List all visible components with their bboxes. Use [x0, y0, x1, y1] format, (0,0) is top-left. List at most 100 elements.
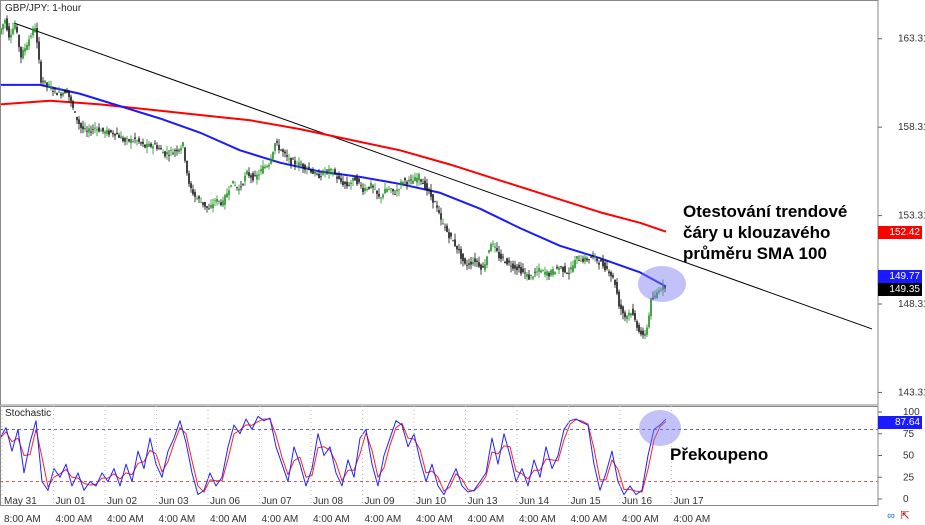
candle-body	[360, 185, 362, 187]
candle-body	[118, 134, 120, 138]
y-tick-label: 163.31	[898, 34, 925, 45]
candle-body	[348, 184, 350, 186]
candle-body	[68, 90, 70, 97]
candle-body	[2, 24, 4, 30]
candle-body	[110, 130, 112, 133]
candle-body	[378, 193, 380, 197]
candle-body	[604, 262, 606, 271]
candle-body	[126, 138, 128, 140]
candle-body	[284, 151, 286, 154]
candle-body	[246, 170, 248, 175]
candle-body	[14, 24, 16, 29]
candle-body	[462, 253, 464, 262]
candle-body	[436, 205, 438, 208]
candle-body	[184, 147, 186, 161]
candle-body	[92, 129, 94, 130]
candle-body	[116, 132, 118, 135]
trendline	[13, 22, 873, 330]
candle-body	[580, 260, 582, 262]
sma-fast-line	[0, 83, 667, 288]
candle-body	[314, 171, 316, 175]
highlight-circle-price	[638, 266, 686, 302]
stochastic-title: Stochastic	[3, 408, 54, 419]
link-icon[interactable]: ∞	[887, 510, 895, 522]
x-tick-time: 4:00 AM	[262, 514, 299, 525]
candle-body	[476, 260, 478, 262]
candle-body	[332, 172, 334, 175]
candle-body	[660, 289, 662, 291]
candle-body	[304, 164, 306, 170]
candle-body	[230, 185, 232, 187]
candle-body	[288, 158, 290, 160]
candle-body	[364, 188, 366, 191]
candle-body	[148, 143, 150, 147]
candle-body	[458, 249, 460, 251]
candle-body	[270, 158, 272, 164]
candle-body	[510, 265, 512, 267]
candle-body	[302, 163, 304, 168]
stochastic-pane	[0, 410, 878, 496]
candle-body	[322, 170, 324, 175]
x-tick-day: Jun 07	[262, 496, 292, 507]
candle-body	[566, 272, 568, 274]
candle-body	[362, 187, 364, 193]
candle-body	[420, 179, 422, 182]
x-tick-day: Jun 08	[313, 496, 343, 507]
candle-body	[404, 178, 406, 181]
candle-body	[560, 266, 562, 268]
candle-body	[342, 181, 344, 186]
annotation-sma-test: Otestování trendové čáry u klouzavého pr…	[683, 201, 883, 264]
chart-title: GBP/JPY: 1-hour	[3, 3, 84, 14]
candle-body	[252, 173, 254, 181]
candle-body	[8, 26, 10, 38]
candle-body	[170, 150, 172, 151]
candle-body	[306, 168, 308, 170]
candle-body	[192, 189, 194, 195]
candle-body	[582, 258, 584, 262]
candle-body	[460, 249, 462, 259]
stoch-k-line	[0, 415, 667, 496]
candle-body	[466, 265, 468, 267]
candle-body	[396, 189, 398, 192]
candle-body	[108, 130, 110, 135]
candle-body	[572, 265, 574, 272]
candle-body	[76, 116, 78, 121]
x-tick-day: Jun 13	[468, 496, 498, 507]
candle-body	[212, 204, 214, 209]
annotation-line-3: průměru SMA 100	[683, 244, 827, 263]
candle-body	[326, 169, 328, 171]
candle-body	[600, 259, 602, 262]
x-tick-time: 4:00 AM	[416, 514, 453, 525]
x-tick-day: May 31	[4, 496, 37, 507]
candle-body	[174, 150, 176, 152]
candle-body	[536, 271, 538, 273]
candle-body	[472, 261, 474, 265]
close-arrows-icon[interactable]: ⇱	[900, 510, 910, 522]
x-tick-time: 4:00 AM	[674, 514, 711, 525]
candle-body	[444, 226, 446, 228]
highlight-circle-stoch	[639, 410, 681, 446]
candle-body	[586, 258, 588, 261]
candle-body	[374, 188, 376, 190]
candle-body	[166, 152, 168, 155]
candle-body	[480, 264, 482, 270]
candle-body	[140, 142, 142, 144]
candle-body	[662, 283, 664, 290]
candle-body	[30, 35, 32, 37]
candle-body	[84, 127, 86, 130]
candle-body	[130, 139, 132, 144]
candle-body	[138, 138, 140, 142]
candle-body	[592, 255, 594, 257]
candle-body	[558, 267, 560, 271]
candle-body	[48, 84, 50, 86]
candle-body	[442, 223, 444, 224]
candle-body	[556, 266, 558, 269]
candle-body	[256, 174, 258, 180]
candle-body	[506, 258, 508, 265]
candle-body	[134, 137, 136, 139]
candle-body	[574, 260, 576, 268]
candle-body	[58, 91, 60, 93]
candle-body	[274, 143, 276, 151]
candle-body	[80, 123, 82, 128]
candle-body	[208, 208, 210, 210]
